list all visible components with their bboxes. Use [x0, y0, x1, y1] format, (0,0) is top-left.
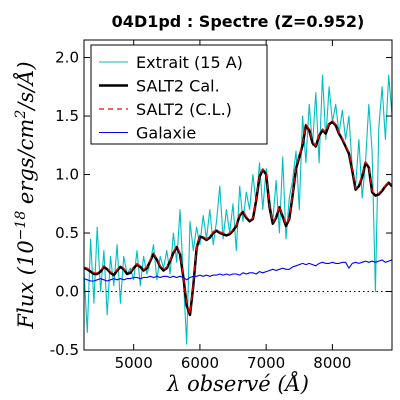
y-tick-label: 0.0 [55, 283, 79, 301]
y-axis-label: Flux (10−18 ergs/cm2/s/Å) [13, 61, 38, 329]
legend-label-3: SALT2 (C.L.) [136, 100, 232, 119]
y-tick-label: 1.0 [55, 166, 79, 184]
plot-frame [83, 39, 393, 351]
x-ticks: 5000 6000 7000 8000 [115, 40, 351, 372]
legend-label-2: SALT2 Cal. [136, 77, 220, 96]
x-tick-label: 8000 [313, 354, 351, 372]
legend: Extrait (15 A) SALT2 Cal. SALT2 (C.L.) Gala… [90, 44, 268, 145]
y-tick-label: 0.5 [55, 224, 79, 242]
y-tick-label: 1.5 [55, 107, 79, 125]
series-line-2 [84, 120, 392, 317]
legend-label-4: Galaxie [136, 124, 196, 143]
series-line-4 [84, 259, 392, 282]
series-layer [84, 74, 392, 345]
legend-label-1: Extrait (15 A) [136, 53, 243, 72]
y-ticks: -0.5 0.0 0.5 1.0 1.5 2.0 [50, 49, 392, 359]
x-tick-label: 6000 [181, 354, 219, 372]
y-tick-label: 2.0 [55, 49, 79, 67]
x-tick-label: 7000 [247, 354, 285, 372]
chart-title: 04D1pd : Spectre (Z=0.952) [112, 12, 365, 31]
y-tick-label: -0.5 [50, 341, 79, 359]
x-tick-label: 5000 [115, 354, 153, 372]
x-axis-label: λ observé (Å) [166, 371, 309, 396]
